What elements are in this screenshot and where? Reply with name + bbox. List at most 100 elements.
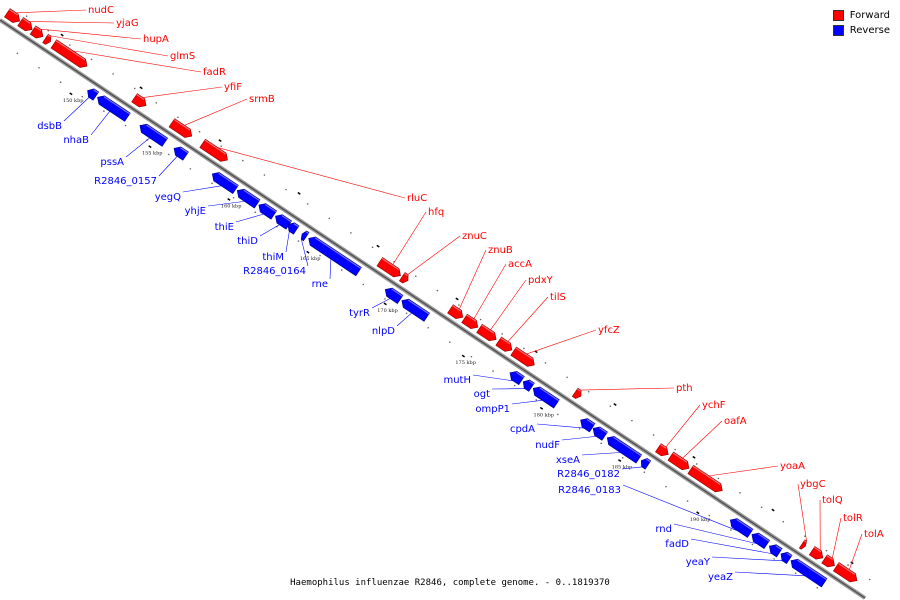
- gene-R2846_0157: [173, 146, 189, 161]
- gene-thiM: [287, 222, 300, 235]
- gene-arrow: [532, 386, 560, 409]
- gene-highlight: [500, 337, 511, 345]
- gene-highlight: [391, 288, 403, 297]
- gene-arrow: [258, 203, 278, 220]
- gene-tyrR: [384, 287, 404, 305]
- gene-label-ychF: ychF: [702, 400, 726, 411]
- kbp-label: 165 kbp: [300, 256, 321, 262]
- gene-highlight: [243, 189, 260, 202]
- guide-dot: [868, 578, 871, 581]
- guide-dot: [177, 116, 179, 119]
- gene-label-dsbB: dsbB: [37, 121, 62, 132]
- gene-tolR: [821, 554, 835, 568]
- gene-arrow: [168, 118, 193, 138]
- gene-highlight: [314, 237, 362, 269]
- gene-arrow: [300, 230, 310, 242]
- gene-srmB: [168, 118, 193, 138]
- label-leader: [472, 374, 514, 382]
- gene-highlight: [173, 118, 191, 131]
- gene-fadR: [50, 39, 88, 68]
- genome-caption: Haemophilus influenzae R2846, complete g…: [290, 578, 610, 588]
- legend-reverse-label: Reverse: [849, 25, 890, 36]
- guide-dot: [59, 81, 62, 83]
- gene-label-tilS: tilS: [550, 292, 566, 303]
- gene-arrow: [461, 313, 479, 329]
- label-leader: [682, 420, 723, 459]
- gene-nlpD: [401, 298, 430, 322]
- gene-highlight: [586, 418, 595, 425]
- gene-highlight: [407, 299, 430, 315]
- label-leader: [690, 538, 772, 554]
- gene-highlight: [55, 40, 86, 61]
- kbp-tick-layer: 150 kbp 155 kbp 160 kbp 165 kbp 170 kbp 175 k…: [60, 33, 854, 565]
- guide-dot: [448, 341, 451, 344]
- gene-arrow: [199, 138, 228, 162]
- guide-dot: [652, 434, 655, 436]
- kbp-label: 155 kbp: [142, 151, 163, 157]
- gene-ybgC: [798, 539, 808, 550]
- gene-R2846_0164: [300, 230, 310, 242]
- gene-label-pssA: pssA: [100, 157, 124, 168]
- gene-label-tyrR: tyrR: [349, 308, 370, 319]
- gene-arrow: [510, 346, 535, 367]
- gene-label-ybgC: ybgC: [800, 479, 826, 490]
- gene-highlight: [813, 546, 822, 553]
- gene-highlight: [692, 465, 721, 485]
- minor-tick: [613, 403, 617, 406]
- guide-dot: [523, 347, 525, 350]
- gene-ogt: [522, 379, 535, 392]
- label-leader: [40, 28, 142, 40]
- gene-arrow: [29, 25, 44, 39]
- legend-forward-label: Forward: [849, 10, 890, 21]
- gene-highlight: [528, 380, 535, 385]
- gene-label-hfq: hfq: [428, 207, 444, 218]
- guide-dot: [90, 58, 93, 61]
- gene-arrow: [401, 298, 430, 322]
- gene-label-R2846_0164: R2846_0164: [243, 266, 306, 277]
- guide-dot: [285, 188, 287, 191]
- label-leader: [125, 137, 150, 158]
- gene-arrow: [476, 323, 497, 342]
- label-leader: [142, 86, 223, 98]
- gene-label-mutH: mutH: [443, 375, 471, 386]
- guide-dot: [847, 564, 849, 566]
- gene-nhaB: [97, 95, 131, 122]
- guide-dot: [674, 448, 676, 451]
- guide-dot: [739, 492, 741, 494]
- guide-dot: [38, 66, 40, 69]
- gene-ychF: [655, 443, 669, 457]
- gene-label-yoaA: yoaA: [780, 461, 805, 472]
- gene-yjaG: [17, 17, 33, 32]
- guide-dot: [384, 298, 386, 300]
- gene-fadD: [769, 544, 783, 558]
- kbp-tick: [539, 406, 544, 410]
- gene-label-pdxY: pdxY: [528, 275, 554, 286]
- label-leader: [511, 399, 543, 405]
- guide-dot: [427, 326, 429, 329]
- gene-arrow: [832, 562, 858, 583]
- label-leader: [285, 231, 290, 253]
- gene-label-yegQ: yegQ: [155, 192, 181, 203]
- gene-hfq: [376, 257, 401, 278]
- label-leader: [473, 263, 507, 319]
- gene-label-thiE: thiE: [215, 222, 234, 233]
- guide-dot: [211, 182, 213, 185]
- guide-dot: [81, 95, 84, 98]
- gene-highlight: [381, 257, 399, 270]
- guide-dot: [340, 269, 343, 271]
- gene-highlight: [797, 559, 827, 580]
- gene-cpdA: [580, 418, 596, 433]
- legend-reverse: Reverse: [832, 23, 890, 38]
- gene-thiD: [275, 214, 292, 230]
- gene-layer: [4, 8, 858, 588]
- label-leader: [407, 235, 461, 275]
- gene-arrow: [447, 304, 464, 319]
- gene-highlight: [838, 562, 856, 576]
- guide-dot: [751, 543, 754, 546]
- guide-dot: [760, 506, 763, 509]
- guide-dot: [371, 246, 374, 249]
- gene-highlight: [757, 533, 770, 542]
- gene-arrow: [131, 93, 147, 108]
- guide-dot: [773, 558, 775, 560]
